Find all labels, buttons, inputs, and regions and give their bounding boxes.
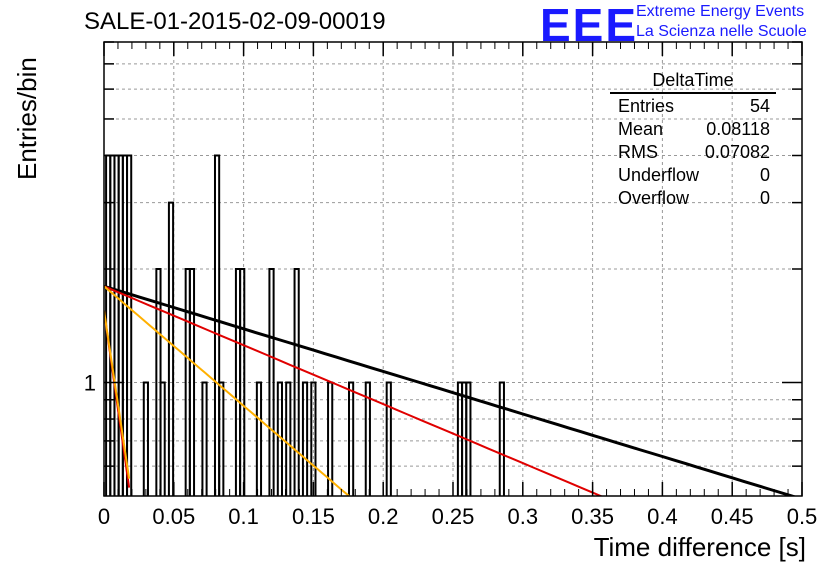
logo-caption-line1: Extreme Energy Events bbox=[636, 3, 805, 20]
stats-value: 0.08118 bbox=[706, 119, 770, 139]
histogram-bin bbox=[167, 201, 175, 496]
stats-value: 54 bbox=[749, 96, 770, 116]
stats-row-entries: Entries 54 bbox=[610, 95, 776, 118]
x-tick-label: 0.45 bbox=[711, 504, 754, 529]
histogram-bin bbox=[347, 381, 355, 496]
x-tick-label: 0.25 bbox=[432, 504, 475, 529]
histogram-bin bbox=[310, 381, 317, 496]
stats-label: Mean bbox=[618, 119, 664, 139]
eee-logo: EEE bbox=[540, 0, 639, 51]
x-axis-label: Time difference [s] bbox=[593, 532, 806, 562]
histogram-bin bbox=[498, 381, 505, 496]
stats-box: DeltaTime Entries 54 Mean 0.08118 RMS 0.070… bbox=[610, 70, 776, 210]
histogram-bin bbox=[364, 381, 371, 496]
histogram-bin bbox=[301, 381, 309, 496]
histogram-bin bbox=[218, 381, 225, 496]
histogram-bin bbox=[159, 381, 166, 496]
logo-caption-line2: La Scienza nelle Scuole bbox=[636, 23, 807, 40]
histogram-bin bbox=[213, 154, 221, 496]
histogram-bin bbox=[268, 268, 275, 496]
x-tick-label: 0.35 bbox=[571, 504, 614, 529]
x-tick-label: 0.3 bbox=[508, 504, 539, 529]
histogram-bin bbox=[142, 381, 149, 496]
stats-label: RMS bbox=[618, 142, 658, 162]
stats-row-rms: RMS 0.07082 bbox=[610, 141, 776, 164]
stats-label: Overflow bbox=[618, 188, 690, 208]
x-tick-label: 0.2 bbox=[368, 504, 399, 529]
fit-curve bbox=[104, 285, 604, 496]
histogram-bin bbox=[293, 268, 300, 496]
stats-title: DeltaTime bbox=[610, 70, 776, 94]
x-tick-label: 0.15 bbox=[292, 504, 335, 529]
fit-curve bbox=[104, 284, 797, 496]
x-tick-label: 0.4 bbox=[647, 504, 678, 529]
histogram-bin bbox=[255, 381, 263, 496]
x-tick-label: 0.5 bbox=[787, 504, 818, 529]
fit-curve bbox=[104, 285, 351, 496]
fit-curve bbox=[104, 310, 131, 479]
stats-row-overflow: Overflow 0 bbox=[610, 187, 776, 210]
stats-value: 0.07082 bbox=[704, 142, 770, 162]
x-tick-label: 0.1 bbox=[228, 504, 259, 529]
histogram-bin bbox=[188, 268, 196, 496]
stats-row-underflow: Underflow 0 bbox=[610, 164, 776, 187]
histogram-bin bbox=[285, 381, 292, 496]
plot-title: SALE-01-2015-02-09-00019 bbox=[84, 8, 386, 35]
logo-caption: Extreme Energy Events La Scienza nelle S… bbox=[636, 2, 807, 42]
y-tick-label: 1 bbox=[84, 371, 96, 396]
stats-row-mean: Mean 0.08118 bbox=[610, 118, 776, 141]
histogram-bin bbox=[126, 154, 133, 496]
x-tick-label: 0 bbox=[98, 504, 110, 529]
histogram-bin bbox=[385, 381, 392, 496]
histogram-bin bbox=[201, 381, 208, 496]
x-tick-label: 0.05 bbox=[152, 504, 195, 529]
stats-label: Entries bbox=[618, 96, 675, 116]
stats-value: 0 bbox=[759, 165, 770, 185]
stats-value: 0 bbox=[759, 188, 770, 208]
histogram-bin bbox=[239, 268, 246, 496]
stats-label: Underflow bbox=[618, 165, 700, 185]
